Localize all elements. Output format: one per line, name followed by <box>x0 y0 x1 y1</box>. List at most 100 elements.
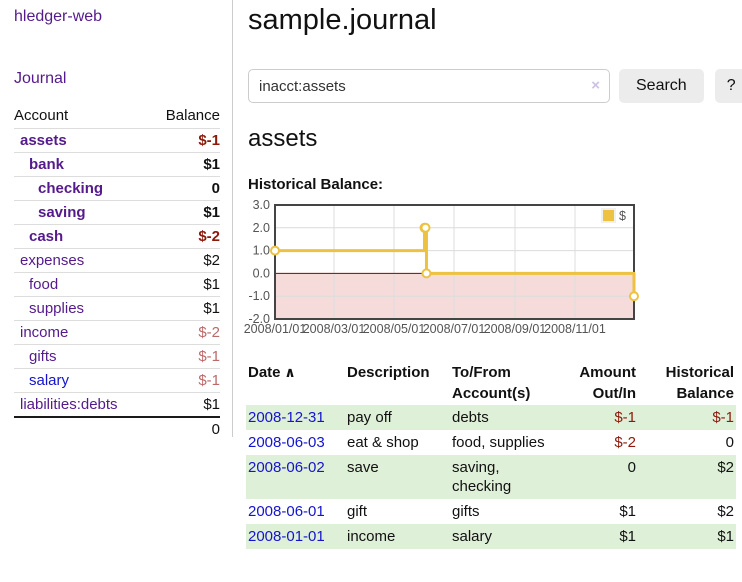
account-row: saving $1 <box>14 200 220 225</box>
y-tick-label: -1.0 <box>248 289 270 303</box>
account-balance: $1 <box>144 296 220 321</box>
x-tick-label: 2008/01/01 <box>244 322 307 336</box>
sidebar-item-journal[interactable]: Journal <box>14 70 67 87</box>
account-row: gifts $-1 <box>14 344 220 369</box>
date-cell: 2008-01-01 <box>246 524 345 549</box>
balance-chart: $3.0 2.0 1.0 0.0 -1.0 -2.02008/01/012008/03/0… <box>244 198 639 336</box>
spacer <box>14 416 144 441</box>
x-tick-label: 2008/03/01 <box>303 322 366 336</box>
date-link[interactable]: 2008-06-03 <box>248 434 325 451</box>
account-link[interactable]: saving <box>38 204 86 221</box>
account-link[interactable]: food <box>29 276 59 293</box>
account-row: income $-2 <box>14 320 220 345</box>
description-cell: save <box>347 459 379 476</box>
account-link[interactable]: assets <box>20 132 67 149</box>
account-link[interactable]: liabilities:debts <box>20 396 118 413</box>
account-name-cell: liabilities:debts <box>14 392 144 417</box>
register-row: 2008-01-01 income salary $1 $1 <box>246 524 736 549</box>
accounts-cell: gifts <box>452 503 480 520</box>
date-cell: 2008-12-31 <box>246 405 345 430</box>
register-row: 2008-12-31 pay off debts $-1 $-1 <box>246 405 736 430</box>
accounts-cell: food, supplies <box>452 434 545 451</box>
date-link[interactable]: 2008-12-31 <box>248 409 325 426</box>
account-name-cell: cash <box>14 224 144 249</box>
register-row: 2008-06-02 save saving, checking 0 $2 <box>246 455 736 499</box>
account-balance: $-1 <box>144 344 220 369</box>
account-balance: $-1 <box>144 128 220 153</box>
description-cell: income <box>347 528 396 545</box>
search-button[interactable]: Search <box>619 69 704 103</box>
account-link[interactable]: income <box>20 324 69 341</box>
y-tick-label: 3.0 <box>253 198 270 212</box>
account-link[interactable]: expenses <box>20 252 85 269</box>
account-balance: $1 <box>144 152 220 177</box>
search-form: × Search ? <box>248 69 742 103</box>
column-header-balance: Balance <box>165 107 220 124</box>
account-balance: $1 <box>144 392 220 417</box>
account-name-cell: bank <box>14 152 144 177</box>
account-link[interactable]: gifts <box>29 348 57 365</box>
balance-cell: $1 <box>717 528 734 545</box>
account-link[interactable]: cash <box>29 228 64 245</box>
account-name-cell: assets <box>14 128 144 153</box>
account-balance: $1 <box>144 200 220 225</box>
x-tick-label: 2008/11/01 <box>544 322 606 336</box>
account-row: assets $-1 <box>14 128 220 153</box>
account-name-cell: checking <box>14 176 144 201</box>
account-name-cell: expenses <box>14 248 144 273</box>
y-tick-label: -2.0 <box>248 312 270 326</box>
y-tick-label: 1.0 <box>253 244 270 258</box>
account-balance: $1 <box>144 272 220 297</box>
amount-cell: $-2 <box>614 434 636 451</box>
register-header-row: Date ∧ Description To/From Account(s) Amoun… <box>246 361 736 405</box>
data-point-marker <box>629 291 639 302</box>
amount-cell: $1 <box>619 503 636 520</box>
account-link[interactable]: checking <box>38 180 104 197</box>
plot-border <box>274 204 635 320</box>
account-row: bank $1 <box>14 152 220 177</box>
column-header-balance: Historical Balance <box>665 364 734 402</box>
search-input-wrapper: × <box>248 69 610 103</box>
description-cell: pay off <box>347 409 392 426</box>
x-tick-label: 2008/09/01 <box>484 322 547 336</box>
accounts-cell: salary <box>452 528 493 545</box>
date-cell: 2008-06-02 <box>246 455 345 499</box>
register-row: 2008-06-03 eat & shop food, supplies $-2 0 <box>246 430 736 455</box>
register-row: 2008-06-01 gift gifts $1 $2 <box>246 499 736 524</box>
account-row: food $1 <box>14 272 220 297</box>
date-link[interactable]: 2008-01-01 <box>248 528 325 545</box>
accounts-cell: saving, checking <box>452 459 512 495</box>
account-link[interactable]: bank <box>29 156 65 173</box>
account-link[interactable]: salary <box>29 372 70 389</box>
account-row: expenses $2 <box>14 248 220 273</box>
account-balance: $-1 <box>144 368 220 393</box>
help-button[interactable]: ? <box>714 69 742 103</box>
x-tick-label: 2008/05/01 <box>363 322 426 336</box>
clear-search-icon[interactable]: × <box>591 77 600 94</box>
account-heading: assets <box>248 125 318 152</box>
search-input[interactable] <box>248 69 610 103</box>
date-link[interactable]: 2008-06-02 <box>248 459 325 476</box>
app-brand-link[interactable]: hledger-web <box>14 8 103 25</box>
y-tick-label: 2.0 <box>253 221 270 235</box>
balance-cell: 0 <box>725 434 734 451</box>
accounts-total-balance: 0 <box>144 416 220 441</box>
date-link[interactable]: 2008-06-01 <box>248 503 325 520</box>
sidebar: hledger-web Journal Account Balance asse… <box>0 0 233 441</box>
account-link[interactable]: supplies <box>29 300 85 317</box>
balance-cell: $2 <box>717 503 734 520</box>
account-name-cell: supplies <box>14 296 144 321</box>
accounts-cell: debts <box>452 409 489 426</box>
accounts-total-row: 0 <box>14 416 220 441</box>
account-name-cell: gifts <box>14 344 144 369</box>
data-point-marker <box>421 268 432 279</box>
description-cell: gift <box>347 503 368 520</box>
account-row: cash $-2 <box>14 224 220 249</box>
account-row: liabilities:debts $1 <box>14 392 220 417</box>
account-name-cell: saving <box>14 200 144 225</box>
data-point-marker <box>270 245 280 256</box>
column-header-date[interactable]: Date ∧ <box>248 364 296 381</box>
balance-cell: $2 <box>717 459 734 476</box>
legend-label: $ <box>619 209 626 223</box>
page-title: sample.journal <box>248 4 437 36</box>
